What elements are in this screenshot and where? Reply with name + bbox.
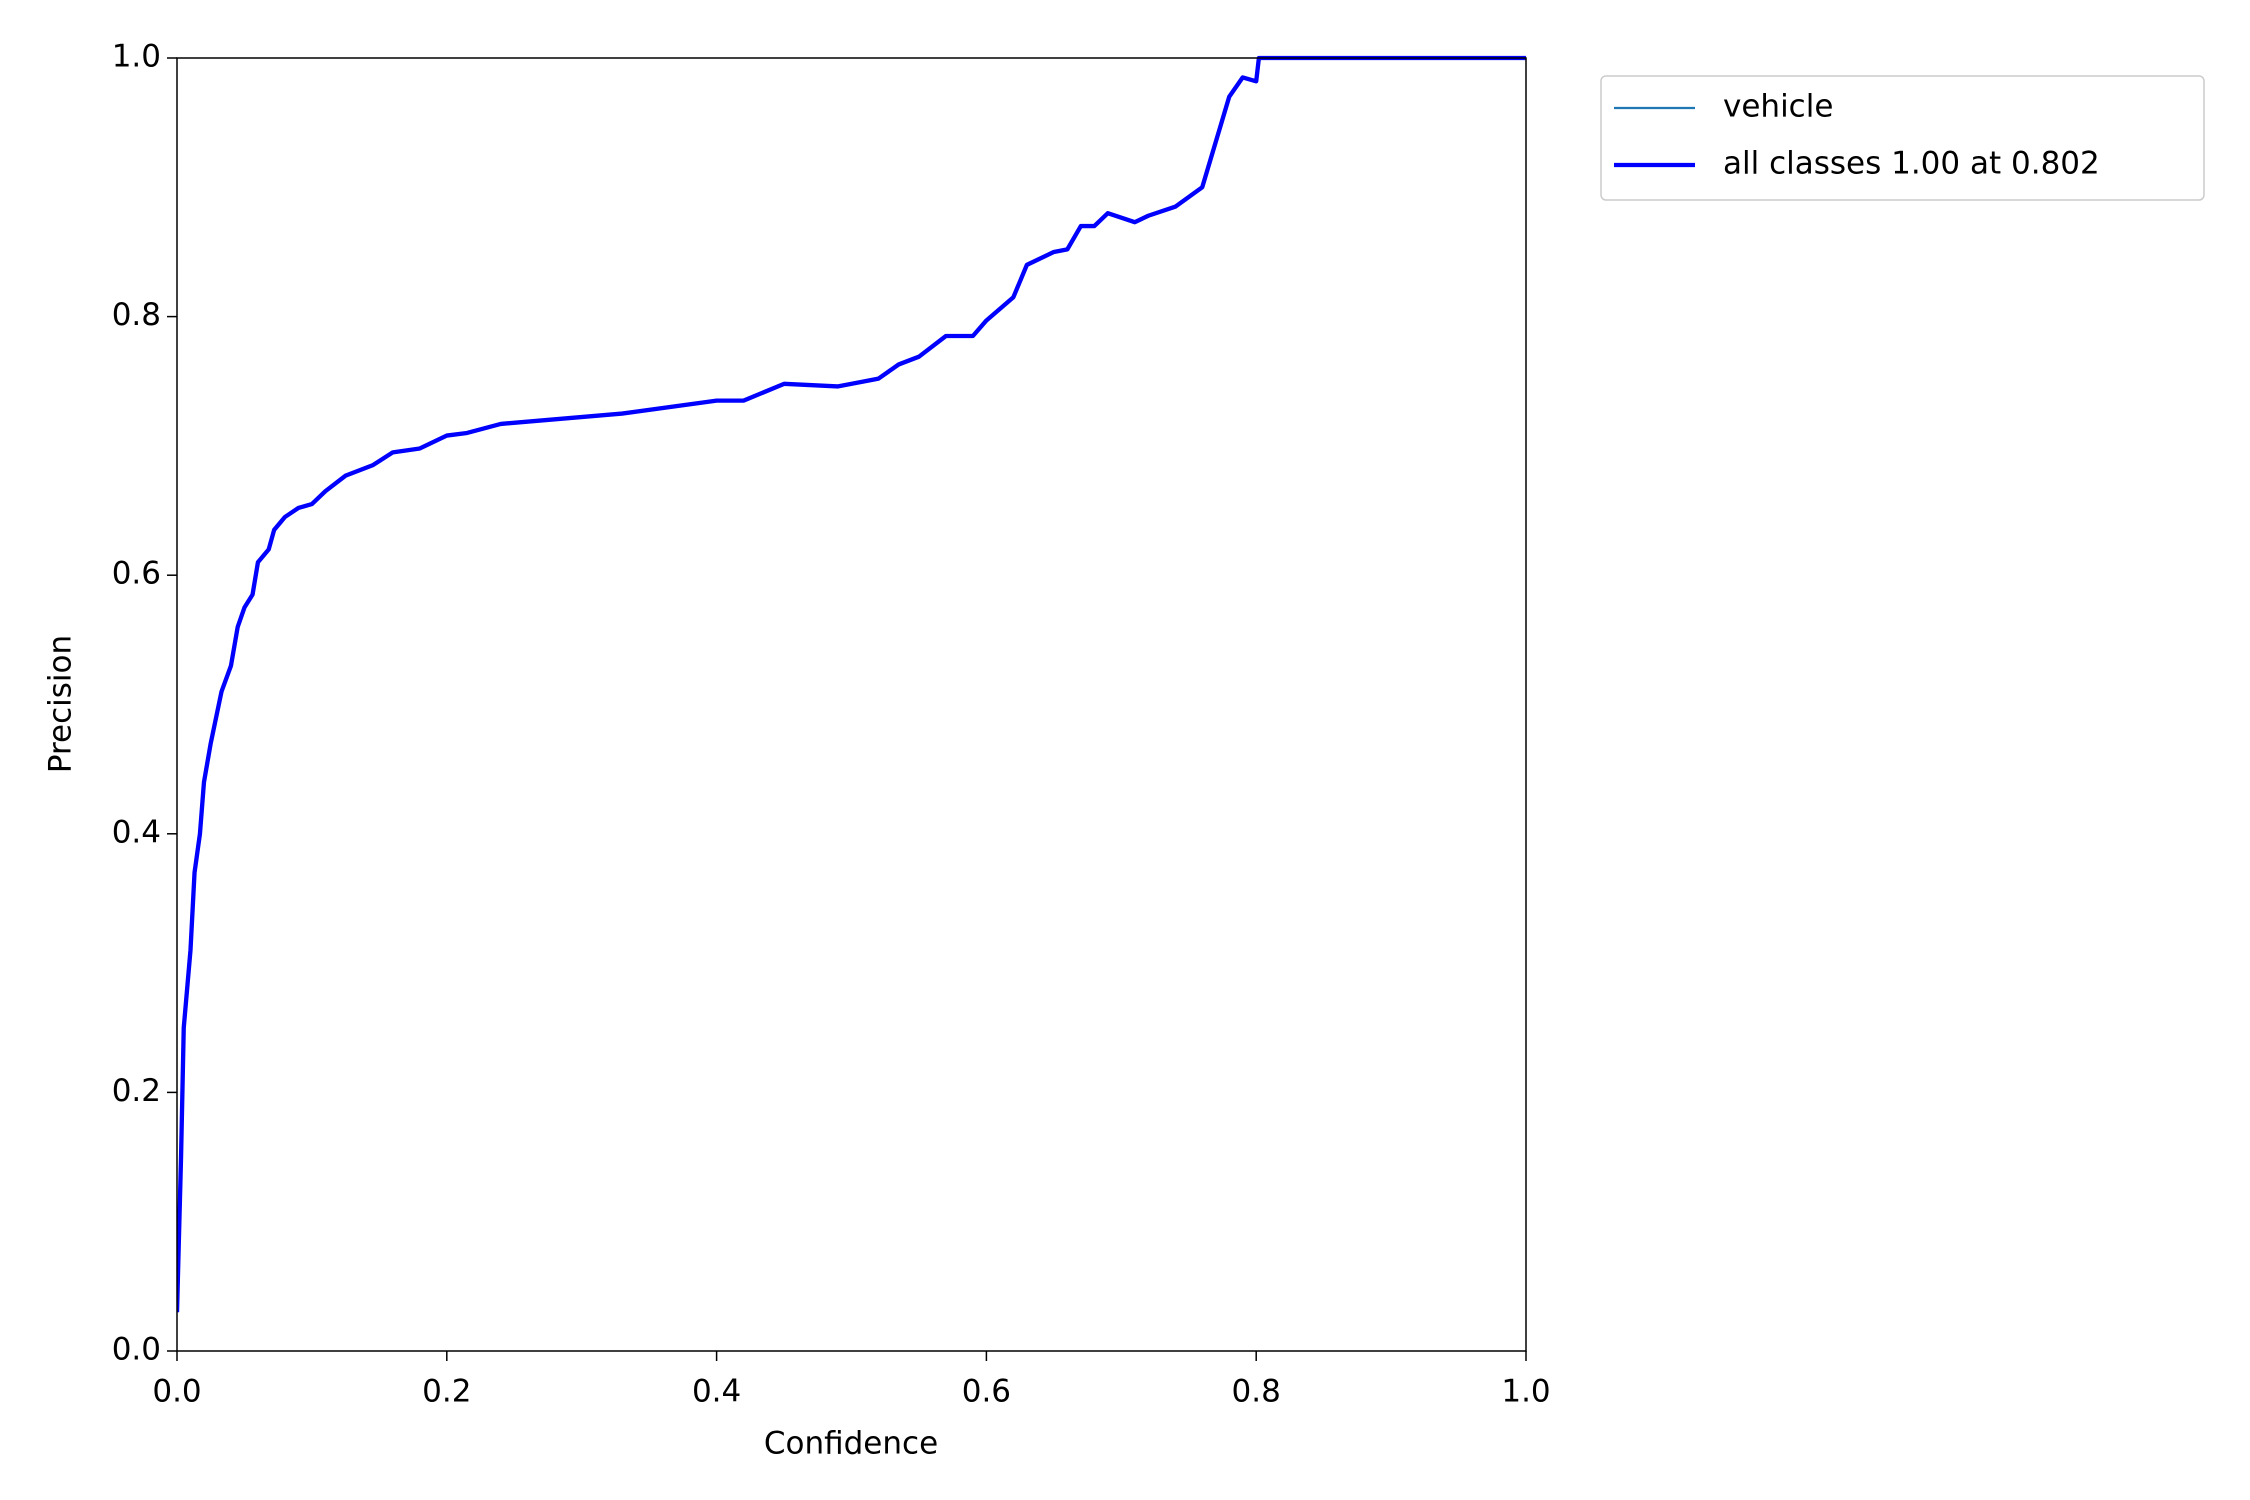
x-tick-label: 1.0 [1501,1374,1550,1410]
y-tick-label: 0.0 [112,1332,161,1368]
x-tick-label: 0.8 [1232,1374,1281,1410]
plot-frame [176,57,1527,1352]
x-tick-label: 0.2 [422,1374,471,1410]
x-axis-label: Confidence [764,1426,938,1462]
series-line [177,55,1526,1313]
legend-label: vehicle [1723,89,1833,125]
y-tick-label: 0.2 [112,1073,161,1109]
y-tick-label: 0.4 [112,814,161,850]
y-tick-label: 1.0 [112,39,161,75]
y-axis-label: Precision [43,635,79,773]
x-tick-label: 0.4 [692,1374,741,1410]
x-tick-label: 0.6 [962,1374,1011,1410]
y-tick-label: 0.8 [112,297,161,333]
legend-box [1600,75,2205,201]
y-tick-label: 0.6 [112,556,161,592]
x-tick-label: 0.0 [152,1374,201,1410]
legend-label: all classes 1.00 at 0.802 [1723,146,2100,182]
